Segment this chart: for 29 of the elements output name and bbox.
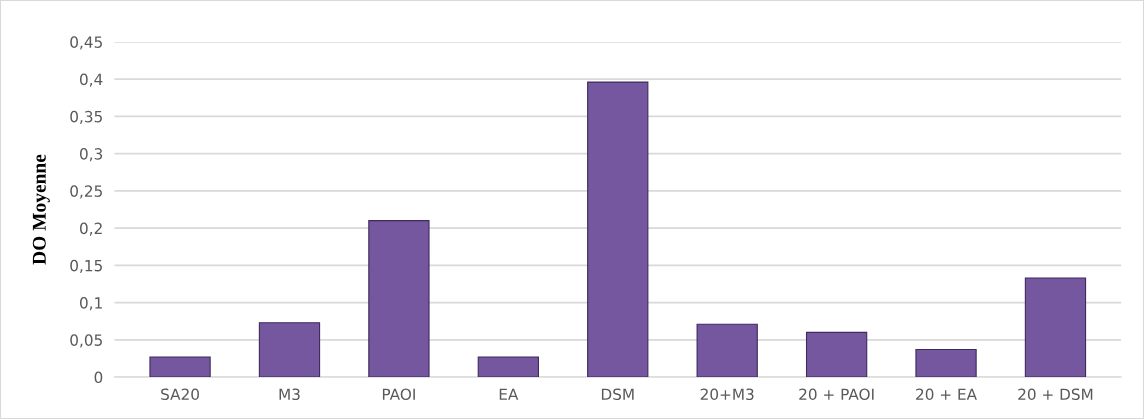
- x-tick-label: 20+M3: [700, 388, 754, 401]
- y-tick-label: 0,05: [70, 334, 102, 348]
- bar: [587, 81, 649, 378]
- y-tick-label: 0,15: [70, 259, 102, 273]
- bar: [805, 331, 868, 378]
- y-tick-label: 0,45: [70, 36, 102, 50]
- x-tick-label: 20 + DSM: [1018, 388, 1093, 401]
- bar: [1024, 277, 1087, 378]
- bar: [915, 348, 977, 378]
- bar: [477, 356, 539, 378]
- x-tick-label: 20 + PAOI: [799, 388, 874, 401]
- x-tick-label: 20 + EA: [916, 388, 977, 401]
- y-tick-label: 0,1: [80, 297, 102, 311]
- x-tick-label: M3: [279, 388, 300, 401]
- y-tick-label: 0,35: [70, 110, 102, 124]
- x-tick-label: EA: [499, 388, 519, 400]
- y-tick-label: 0,4: [80, 73, 103, 87]
- x-tick-label: SA20: [161, 388, 199, 401]
- bar: [149, 356, 211, 378]
- y-axis-title: DO Moyenne: [32, 154, 50, 265]
- bar: [368, 220, 430, 378]
- x-tick-label: PAOI: [382, 388, 415, 401]
- y-tick-label: 0,25: [70, 185, 102, 199]
- y-tick-label: 0,3: [80, 148, 103, 162]
- y-tick-label: 0: [94, 371, 103, 384]
- x-tick-label: DSM: [601, 388, 634, 401]
- y-tick-label: 0,2: [80, 222, 102, 236]
- bar: [258, 322, 321, 378]
- bar: [696, 323, 758, 378]
